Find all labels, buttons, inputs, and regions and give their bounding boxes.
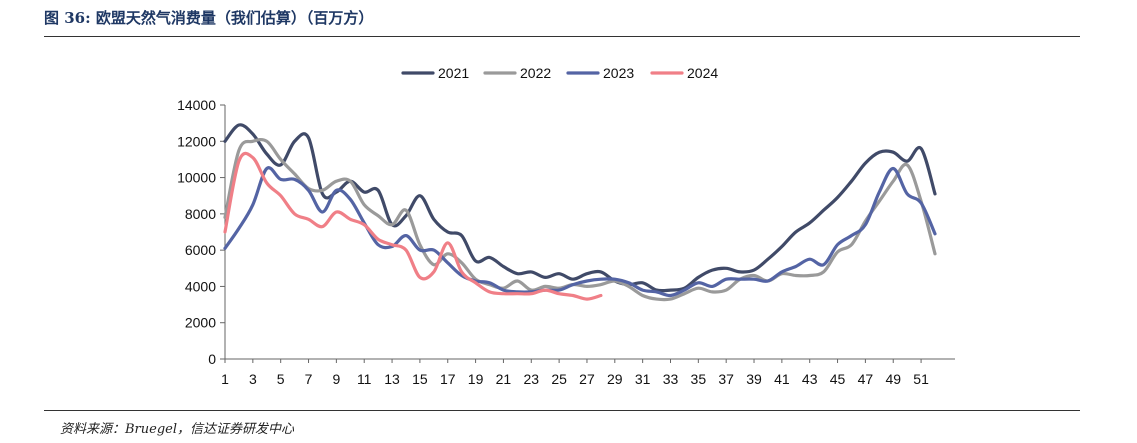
y-tick-label: 8000 [185, 206, 216, 222]
y-tick-label: 0 [208, 351, 216, 367]
y-tick-label: 6000 [185, 242, 216, 258]
chart-legend: 2021 2022 2023 2024 [401, 65, 718, 81]
x-tick-label: 47 [858, 371, 874, 387]
figure-title: 图 36: 欧盟天然气消费量（我们估算）（百万方） [44, 9, 374, 27]
x-tick-label: 3 [249, 371, 257, 387]
x-tick-label: 29 [607, 371, 623, 387]
series-line-2022 [223, 137, 937, 302]
top-rule [44, 36, 1080, 37]
y-tick-label: 10000 [177, 170, 216, 186]
x-tick-label: 13 [384, 371, 400, 387]
x-tick-label: 41 [774, 371, 790, 387]
x-tick-label: 1 [221, 371, 229, 387]
x-tick-label: 45 [830, 371, 846, 387]
y-tick-label: 12000 [177, 133, 216, 149]
y-tick-label: 4000 [185, 278, 216, 294]
y-tick-label: 14000 [177, 97, 216, 113]
x-tick-label: 11 [357, 371, 372, 387]
x-tick-label: 21 [496, 371, 512, 387]
legend-label-2021: 2021 [438, 65, 469, 81]
x-tick-label: 31 [635, 371, 651, 387]
x-tick-label: 15 [412, 371, 428, 387]
x-tick-label: 17 [440, 371, 456, 387]
bottom-rule [44, 410, 1080, 411]
series-line-2021 [223, 123, 937, 293]
legend-label-2024: 2024 [687, 65, 718, 81]
x-tick-label: 33 [663, 371, 679, 387]
x-tick-label: 9 [332, 371, 340, 387]
x-tick-label: 27 [579, 371, 595, 387]
x-tick-label: 43 [802, 371, 818, 387]
x-tick-label: 49 [885, 371, 901, 387]
x-tick-label: 37 [718, 371, 734, 387]
x-tick-label: 23 [523, 371, 539, 387]
chart-series [223, 123, 937, 302]
x-tick-label: 51 [913, 371, 929, 387]
series-line-2023 [223, 166, 937, 298]
x-tick-label: 19 [468, 371, 484, 387]
x-tick-label: 25 [551, 371, 567, 387]
series-line-2024 [223, 151, 603, 301]
legend-label-2022: 2022 [520, 65, 551, 81]
x-tick-label: 5 [277, 371, 285, 387]
source-note: 资料来源：Bruegel，信达证券研发中心 [60, 422, 295, 437]
x-tick-label: 7 [305, 371, 313, 387]
x-tick-label: 39 [746, 371, 762, 387]
x-tick-label: 35 [691, 371, 707, 387]
legend-label-2023: 2023 [603, 65, 634, 81]
y-tick-label: 2000 [185, 315, 216, 331]
